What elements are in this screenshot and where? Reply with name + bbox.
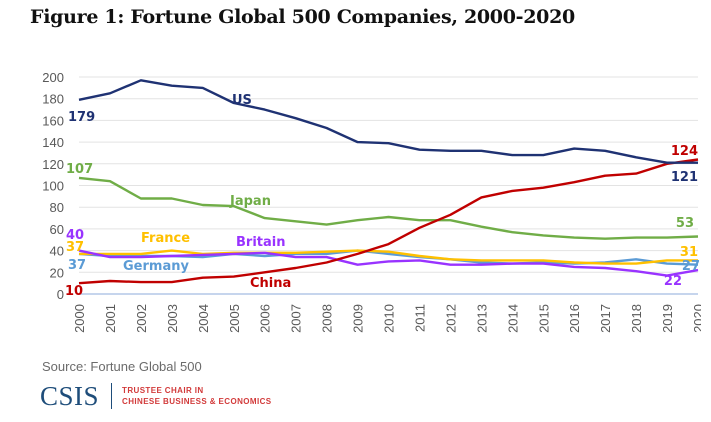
start-value-label-japan: 107 — [66, 162, 93, 177]
figure-title: Figure 1: Fortune Global 500 Companies, … — [30, 6, 575, 28]
trustee-chair-line1: TRUSTEE CHAIR IN — [122, 386, 204, 395]
x-tick-label: 2001 — [103, 304, 118, 333]
end-value-label-britain: 22 — [664, 274, 682, 289]
y-tick-label: 60 — [50, 222, 64, 237]
source-note: Source: Fortune Global 500 — [42, 359, 202, 374]
y-tick-label: 80 — [50, 200, 64, 215]
x-tick-label: 2011 — [412, 304, 427, 332]
series-name-label-japan: Japan — [229, 194, 271, 209]
x-tick-label: 2009 — [351, 304, 366, 333]
x-tick-label: 2019 — [660, 304, 675, 333]
x-tick-label: 2008 — [320, 304, 335, 333]
x-tick-label: 2006 — [258, 304, 273, 333]
end-value-label-france: 31 — [680, 245, 698, 260]
chart-card: 0 20 40 60 80 100 120 140 160 180 200 2000 2001 2002 2… — [10, 55, 701, 420]
trustee-chair-line2: CHINESE BUSINESS & ECONOMICS — [122, 397, 272, 406]
series-line-britain — [78, 249, 699, 277]
y-tick-label: 0 — [57, 287, 64, 302]
y-tick-label: 20 — [50, 265, 64, 280]
x-tick-label: 2014 — [505, 304, 520, 333]
start-value-label-germany: 37 — [68, 258, 86, 273]
x-tick-label: 2017 — [598, 304, 613, 333]
series-line-japan — [78, 176, 699, 240]
start-value-label-france: 37 — [66, 240, 84, 255]
x-tick-label: 2002 — [134, 304, 149, 333]
y-tick-label: 160 — [42, 113, 64, 128]
x-tick-label: 2015 — [536, 304, 551, 333]
csis-wordmark: CSIS — [40, 380, 100, 411]
start-value-label-britain: 40 — [66, 228, 84, 243]
x-tick-label: 2003 — [165, 304, 180, 333]
series-name-label-britain: Britain — [236, 235, 285, 250]
series-line-china — [78, 158, 699, 285]
end-value-label-germany: 27 — [682, 259, 700, 274]
x-tick-label: 2010 — [382, 304, 397, 333]
y-tick-label: 180 — [42, 92, 64, 107]
trustee-chair-text: TRUSTEE CHAIR IN CHINESE BUSINESS & ECON… — [122, 385, 271, 407]
start-value-label-china: 10 — [65, 284, 83, 299]
logo-divider — [111, 383, 113, 409]
y-tick-label: 140 — [42, 135, 64, 150]
y-tick-label: 120 — [42, 157, 64, 172]
x-tick-label: 2007 — [289, 304, 304, 333]
start-value-label-us: 179 — [68, 110, 95, 125]
x-tick-label: 2013 — [474, 304, 489, 333]
end-value-label-china: 124 — [671, 144, 698, 159]
x-tick-label: 2004 — [196, 304, 211, 333]
x-tick-label: 2005 — [227, 304, 242, 333]
y-tick-label: 200 — [42, 70, 64, 85]
csis-logo: CSIS TRUSTEE CHAIR IN CHINESE BUSINESS &… — [40, 381, 272, 411]
x-tick-label: 2016 — [567, 304, 582, 333]
end-value-label-japan: 53 — [676, 216, 694, 231]
series-name-label-france: France — [141, 231, 190, 246]
series-name-label-china: China — [250, 276, 291, 291]
x-tick-label: 2018 — [629, 304, 644, 333]
series-line-us — [78, 79, 698, 164]
end-value-label-us: 121 — [671, 170, 698, 185]
series-line-france — [79, 249, 698, 265]
x-tick-label: 2000 — [72, 304, 87, 333]
series-name-label-us: US — [232, 93, 252, 108]
x-tick-label: 2012 — [443, 304, 458, 333]
x-tick-label: 2020 — [691, 304, 701, 333]
y-tick-label: 40 — [50, 244, 64, 259]
y-tick-label: 100 — [42, 179, 64, 194]
series-name-label-germany: Germany — [123, 259, 189, 274]
